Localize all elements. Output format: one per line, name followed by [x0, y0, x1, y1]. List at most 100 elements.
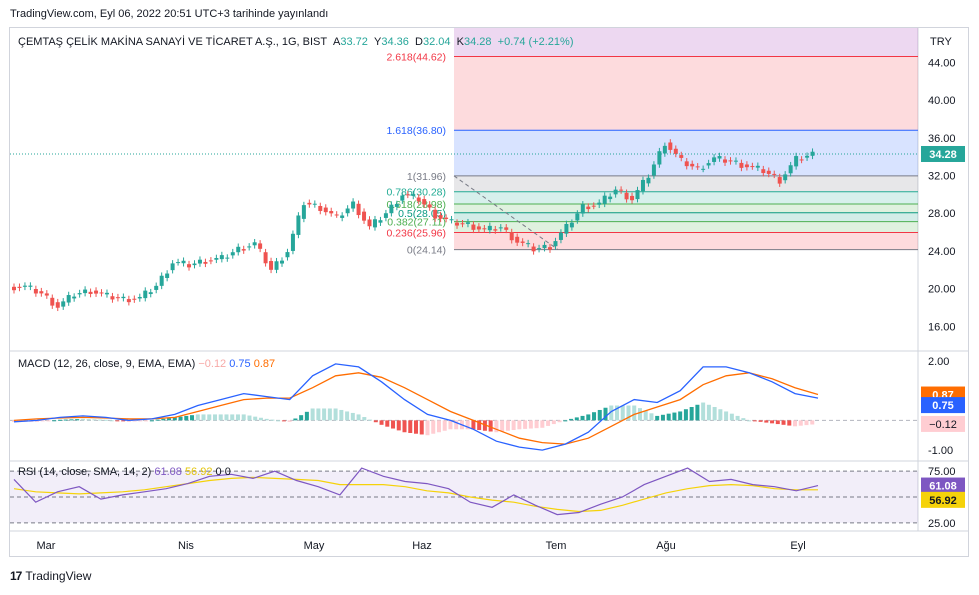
candle-body [143, 290, 148, 299]
macd-histogram-bar [465, 420, 470, 430]
candle-body [433, 209, 438, 219]
candle-body [39, 291, 44, 294]
macd-histogram-bar [580, 415, 585, 421]
candle-body [176, 262, 181, 264]
candle-body [72, 296, 77, 299]
candle-body [679, 155, 684, 158]
footer: 17 TradingView [10, 569, 91, 583]
candle-body [12, 286, 16, 291]
candle-body [673, 148, 678, 154]
macd-histogram-bar [758, 420, 763, 422]
macd-line [13, 363, 819, 451]
price-axis-tick: 32.00 [928, 170, 956, 182]
macd-histogram-bar [678, 411, 683, 421]
macd-histogram-bar [689, 407, 694, 421]
candle-body [389, 204, 394, 214]
fib-level-label: 2.618(44.62) [386, 51, 446, 63]
low-label: D [415, 36, 423, 48]
time-axis-tick: Eyl [790, 540, 805, 552]
change-value: +0.74 (+2.21%) [497, 36, 574, 48]
macd-histogram-bar [540, 420, 545, 428]
macd-histogram-bar [293, 418, 298, 421]
macd-histogram-bar [287, 420, 292, 422]
candle-body [422, 199, 427, 205]
candle-body [236, 246, 241, 253]
macd-histogram-bar [322, 408, 327, 421]
candle-body [121, 296, 126, 299]
macd-histogram-bar [161, 418, 166, 421]
macd-histogram-bar [419, 420, 424, 435]
time-axis-tick: Tem [546, 540, 567, 552]
candle-body [712, 157, 717, 162]
macd-histogram-bar [80, 418, 85, 421]
macd-histogram-bar [735, 415, 740, 421]
macd-histogram-bar [712, 407, 717, 421]
candle-body [498, 227, 503, 229]
candle-body [405, 194, 410, 196]
candle-body [805, 155, 810, 158]
macd-histogram-bar [92, 419, 97, 421]
candle-body [493, 229, 498, 231]
candle-body [504, 227, 509, 230]
time-axis-tick: Haz [412, 540, 432, 552]
candle-body [192, 263, 197, 266]
macd-histogram-bar [350, 412, 355, 421]
candle-body [329, 211, 334, 214]
macd-histogram-bar [528, 420, 533, 429]
candle-body [252, 242, 257, 246]
main-legend: ÇEMTAŞ ÇELİK MAKİNA SANAYİ VE TİCARET A.… [18, 36, 574, 48]
candle-body [438, 215, 443, 219]
candle-body [558, 232, 563, 240]
macd-histogram-bar [281, 420, 286, 422]
high-label: Y [374, 36, 382, 48]
candle-body [482, 228, 487, 230]
macd-histogram-bar [98, 419, 103, 421]
candle-body [788, 165, 793, 174]
candle-body [17, 286, 22, 288]
candle-body [684, 161, 689, 167]
price-axis-tick: 24.00 [928, 246, 956, 258]
rsi-title: RSI (14, close, SMA, 14, 2) [18, 466, 152, 478]
fib-trend-line [453, 175, 559, 251]
macd-histogram-bar [551, 420, 556, 425]
candle-body [181, 260, 186, 264]
tradingview-logo-icon: 17 [10, 569, 22, 583]
macd-histogram-bar [574, 417, 579, 421]
fib-zone [454, 191, 918, 204]
chart-svg[interactable]: 2.618(44.62) 1.618(36.80) 1(31.96) 0.786(30… [10, 28, 968, 556]
open-value: 33.72 [340, 36, 368, 48]
rsi-tag-value: 61.08 [929, 481, 957, 493]
macd-histogram-bar [258, 417, 263, 421]
macd-histogram-bar [34, 420, 39, 422]
candle-body [22, 285, 27, 287]
price-axis-tick: 20.00 [928, 284, 956, 296]
macd-histogram-bar [356, 414, 361, 421]
candle-body [104, 292, 109, 295]
macd-histogram-bar [729, 413, 734, 421]
candle-body [274, 261, 279, 270]
macd-histogram-bar [655, 415, 660, 421]
candle-body [542, 244, 547, 249]
macd-histogram-bar [316, 408, 321, 421]
candle-body [400, 195, 405, 201]
chart-frame[interactable]: 2.618(44.62) 1.618(36.80) 1(31.96) 0.786(30… [9, 27, 969, 557]
macd-histogram-bar [718, 409, 723, 421]
macd-histogram-bar [172, 417, 177, 421]
macd-histogram-bar [86, 419, 91, 421]
candle-body [214, 257, 219, 260]
candle-body [744, 164, 749, 168]
macd-histogram-bar [235, 414, 240, 421]
candle-body [706, 163, 711, 166]
macd-histogram-bar [626, 405, 631, 421]
candle-body [635, 190, 640, 200]
macd-histogram-bar [408, 420, 413, 433]
macd-histogram-bar [517, 420, 522, 430]
macd-histogram-bar [253, 416, 258, 421]
macd-histogram-bar [379, 420, 384, 425]
macd-histogram-bar [345, 411, 350, 421]
macd-line-value: 0.75 [229, 358, 251, 370]
rsi-value: 61.08 [154, 466, 182, 478]
macd-histogram-bar [144, 420, 149, 422]
candle-body [723, 159, 728, 163]
macd-histogram-bar [523, 420, 528, 429]
